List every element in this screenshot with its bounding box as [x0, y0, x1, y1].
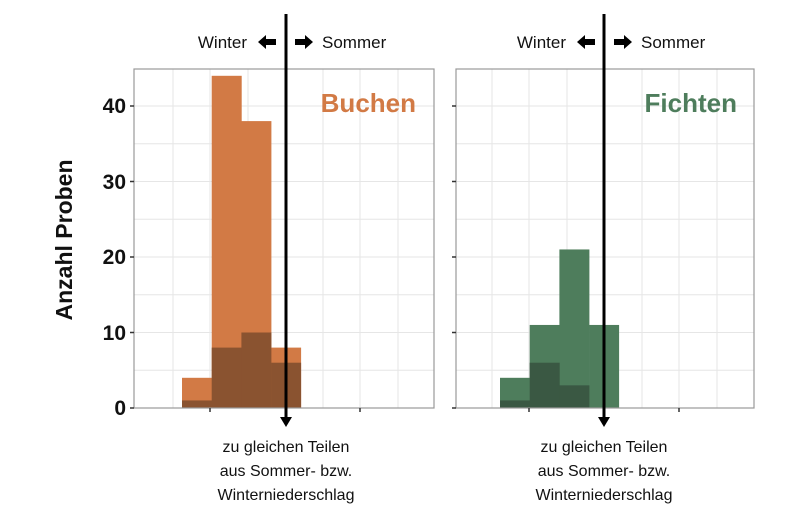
right-arrow-icon — [295, 35, 313, 49]
y-tick-30: 30 — [103, 171, 126, 194]
down-arrow-icon — [280, 417, 292, 427]
panel-buchen — [130, 14, 435, 427]
sommer-label-left: Sommer — [322, 33, 387, 52]
bar-subset — [500, 400, 530, 408]
bottom-label-right-2: aus Sommer- bzw. — [538, 463, 670, 480]
y-tick-labels: 0 10 20 30 40 — [103, 95, 126, 420]
bar-total — [559, 249, 590, 408]
panel-title-fichten: Fichten — [645, 88, 737, 118]
bottom-label-right-1: zu gleichen Teilen — [541, 439, 668, 456]
y-tick-0: 0 — [114, 397, 126, 420]
y-tick-20: 20 — [103, 246, 126, 269]
bar-subset — [529, 362, 560, 408]
bar-subset — [182, 400, 212, 408]
bar-subset — [241, 332, 272, 408]
left-arrow-icon — [258, 35, 276, 49]
right-arrow-icon — [614, 35, 632, 49]
winter-label-right: Winter — [517, 33, 566, 52]
panel-fichten — [452, 14, 755, 427]
down-arrow-icon — [598, 417, 610, 427]
bottom-label-right-3: Winterniederschlag — [536, 487, 673, 504]
left-arrow-icon — [577, 35, 595, 49]
y-axis-label: Anzahl Proben — [51, 159, 77, 320]
bottom-label-left-1: zu gleichen Teilen — [223, 439, 350, 456]
bottom-label-left-2: aus Sommer- bzw. — [220, 463, 352, 480]
y-tick-10: 10 — [103, 322, 126, 345]
winter-label-left: Winter — [198, 33, 247, 52]
sommer-label-right: Sommer — [641, 33, 706, 52]
plot-frame — [133, 68, 435, 409]
bottom-label-left-3: Winterniederschlag — [218, 487, 355, 504]
panel-title-buchen: Buchen — [321, 88, 416, 118]
bar-subset — [559, 385, 590, 408]
y-tick-40: 40 — [103, 95, 126, 118]
bar-subset — [211, 347, 242, 408]
